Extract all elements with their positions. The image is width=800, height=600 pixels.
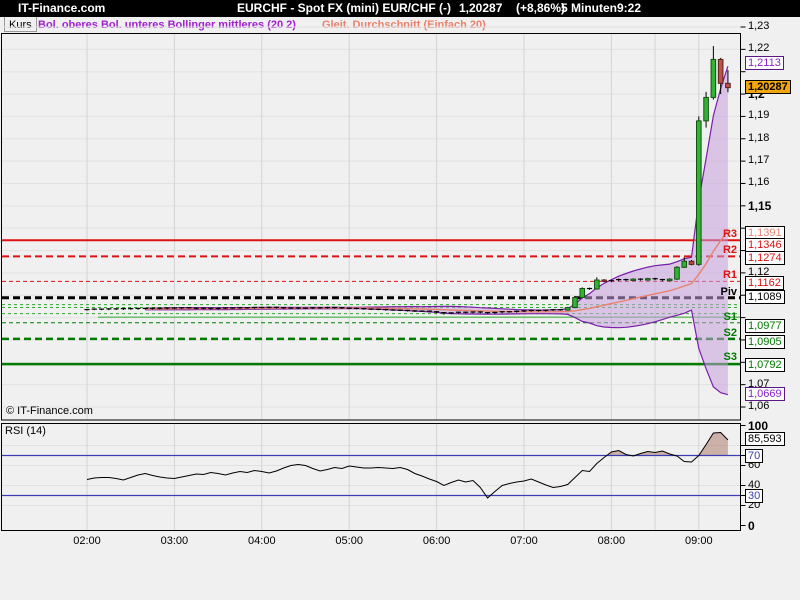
price-badge: 1,0905 xyxy=(745,335,785,349)
pivot-label-r2: R2 xyxy=(722,244,737,256)
candle-down xyxy=(601,279,607,282)
watermark: © IT-Finance.com xyxy=(6,405,93,417)
candle-down xyxy=(725,82,731,89)
price-axis-tick: 1,23 xyxy=(748,20,770,32)
price-axis-tick: 1,15 xyxy=(748,198,772,213)
price-badge: 1,20287 xyxy=(745,80,791,94)
time-axis-label: 05:00 xyxy=(335,535,363,547)
rsi-axis-tick: 100 xyxy=(748,418,769,433)
price-badge: 1,0669 xyxy=(745,387,785,401)
price-badge: 1,1162 xyxy=(745,276,784,290)
legend-bollinger[interactable]: Bol. oberes Bol. unteres Bollinger mittl… xyxy=(38,19,296,31)
rsi-badge: 30 xyxy=(745,489,764,503)
price-axis-tick: 1,06 xyxy=(748,400,770,412)
candle-up xyxy=(630,278,637,281)
candle-up xyxy=(594,279,600,290)
pivot-lines xyxy=(2,239,741,366)
pivot-label-s2: S2 xyxy=(723,327,737,339)
title-bar: IT-Finance.com EURCHF - Spot FX (mini) E… xyxy=(0,0,800,17)
candle-up xyxy=(674,266,680,280)
price-badge: 1,1274 xyxy=(745,251,785,265)
pivot-label-r3: R3 xyxy=(722,228,737,240)
rsi-indicator-label: RSI (14) xyxy=(5,425,46,437)
price-axis-tick: 1,19 xyxy=(748,109,770,122)
time-axis-label: 09:00 xyxy=(685,535,713,547)
clock: 9:22 xyxy=(617,1,642,15)
time-axis-label: 04:00 xyxy=(248,535,276,547)
pivot-label-r1: R1 xyxy=(722,269,737,281)
rsi-badge: 70 xyxy=(745,449,764,463)
timeframe-label: 5 Minuten xyxy=(561,1,617,15)
price-axis-tick: 1,17 xyxy=(748,154,770,167)
price-badge: 1,1346 xyxy=(745,238,785,252)
candle-up xyxy=(645,278,651,281)
moving-average-line xyxy=(145,230,729,313)
candle-up xyxy=(710,58,717,98)
time-axis-label: 03:00 xyxy=(160,535,189,547)
time-axis-label: 02:00 xyxy=(73,535,101,547)
price-axis-tick: 1,22 xyxy=(748,42,770,55)
price-axis-tick: 1,07 xyxy=(748,377,770,390)
last-price: 1,20287 xyxy=(459,1,503,15)
candle-up xyxy=(564,307,571,311)
candle-down xyxy=(717,58,724,84)
change-percent: (+8,86%) xyxy=(516,1,566,15)
candle-down xyxy=(688,260,695,265)
axis-tick-marks xyxy=(740,26,746,526)
time-axis-label: 07:00 xyxy=(510,535,538,547)
pivot-label-piv: Piv xyxy=(720,286,737,298)
candle-up xyxy=(703,96,709,122)
rsi-plot xyxy=(2,431,741,499)
price-badge: 1,0977 xyxy=(745,319,785,333)
pivot-label-s3: S3 xyxy=(723,351,737,363)
candle-up xyxy=(579,288,586,298)
tab-kurs[interactable]: Kurs xyxy=(4,17,37,32)
candle-up xyxy=(572,296,578,309)
candle-up xyxy=(696,120,702,265)
time-axis-label: 06:00 xyxy=(422,535,451,547)
rsi-axis-tick: 0 xyxy=(748,518,755,533)
candle-up xyxy=(681,260,688,268)
price-badge: 1,1089 xyxy=(745,290,785,304)
candle-up xyxy=(666,278,673,282)
brand-logo: IT-Finance.com xyxy=(18,1,106,15)
price-axis-tick: 1,12 xyxy=(748,265,770,278)
price-badge: 1,0792 xyxy=(745,358,785,372)
symbol-title: EURCHF - Spot FX (mini) EUR/CHF (-) xyxy=(237,1,451,15)
rsi-badge: 85,593 xyxy=(745,432,785,446)
price-badge: 1,2113 xyxy=(745,56,784,70)
legend-moving-average[interactable]: Gleit. Durchschnitt (Einfach 20) xyxy=(322,19,486,31)
price-axis-tick: 1,18 xyxy=(748,131,770,144)
legend-bar: Kurs Bol. oberes Bol. unteres Bollinger … xyxy=(0,17,800,33)
panel-borders xyxy=(1,33,741,531)
time-axis-label: 08:00 xyxy=(597,535,626,547)
pivot-label-s1: S1 xyxy=(723,311,737,323)
price-axis-tick: 1,16 xyxy=(748,176,770,189)
rsi-axis-tick: 40 xyxy=(748,478,761,491)
candlesticks xyxy=(84,46,731,315)
